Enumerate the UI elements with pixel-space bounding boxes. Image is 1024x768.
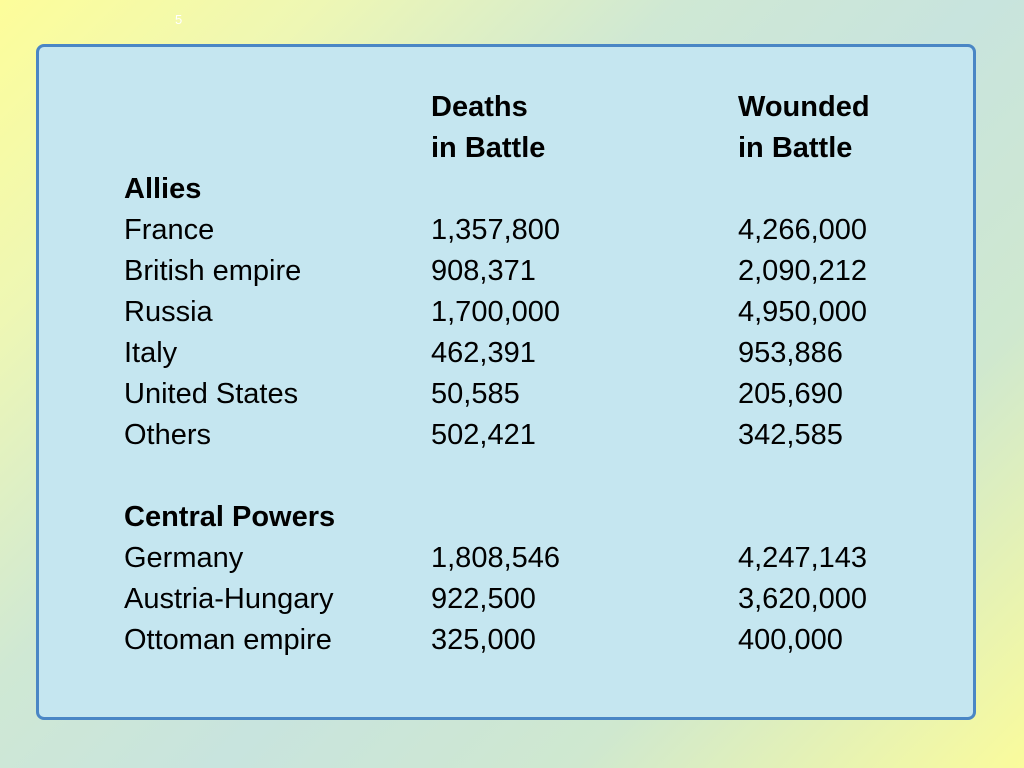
country-name: Ottoman empire xyxy=(124,624,332,656)
casualties-panel: Deaths Wounded in Battle in Battle Allie… xyxy=(36,44,976,720)
country-name: United States xyxy=(124,378,299,410)
deaths-value: 502,421 xyxy=(431,419,536,451)
wounded-header: Wounded xyxy=(738,91,870,123)
deaths-value: 462,391 xyxy=(431,337,536,369)
deaths-value: 50,585 xyxy=(431,378,520,410)
country-name: Russia xyxy=(124,296,213,328)
wounded-value: 400,000 xyxy=(738,624,843,656)
country-name: France xyxy=(124,214,215,246)
group-title: Allies xyxy=(124,173,202,205)
country-name: Italy xyxy=(124,337,178,369)
wounded-header-sub: in Battle xyxy=(738,132,853,164)
deaths-value: 922,500 xyxy=(431,583,536,615)
wounded-value: 953,886 xyxy=(738,337,843,369)
wounded-value: 2,090,212 xyxy=(738,255,868,287)
wounded-value: 4,266,000 xyxy=(738,214,868,246)
deaths-value: 1,700,000 xyxy=(431,296,561,328)
deaths-header: Deaths xyxy=(431,91,528,123)
deaths-header-sub: in Battle xyxy=(431,132,546,164)
country-name: British empire xyxy=(124,255,302,287)
wounded-value: 3,620,000 xyxy=(738,583,868,615)
wounded-value: 4,950,000 xyxy=(738,296,868,328)
country-name: Austria-Hungary xyxy=(124,583,334,615)
group-title: Central Powers xyxy=(124,501,336,533)
deaths-value: 1,808,546 xyxy=(431,542,561,574)
slide-number: 5 xyxy=(175,12,183,27)
wounded-value: 342,585 xyxy=(738,419,843,451)
country-name: Germany xyxy=(124,542,244,574)
wounded-value: 4,247,143 xyxy=(738,542,868,574)
country-name: Others xyxy=(124,419,212,451)
wounded-value: 205,690 xyxy=(738,378,843,410)
deaths-value: 325,000 xyxy=(431,624,536,656)
deaths-value: 1,357,800 xyxy=(431,214,561,246)
deaths-value: 908,371 xyxy=(431,255,536,287)
